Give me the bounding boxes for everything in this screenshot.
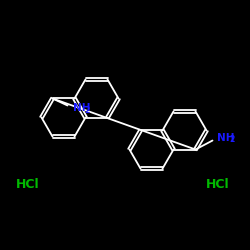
- Text: HCl: HCl: [206, 178, 230, 192]
- Text: HCl: HCl: [16, 178, 40, 192]
- Text: 2: 2: [230, 135, 235, 144]
- Text: 2: 2: [84, 106, 90, 115]
- Text: NH: NH: [72, 104, 90, 114]
- Text: NH: NH: [218, 132, 235, 142]
